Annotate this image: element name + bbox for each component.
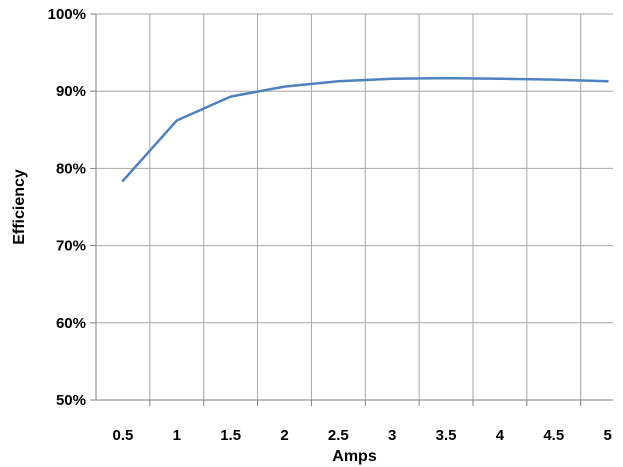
y-tick-label: 80% (56, 160, 86, 177)
x-tick-label: 3 (388, 427, 396, 444)
x-tick-label: 4.5 (543, 427, 564, 444)
axes (90, 13, 613, 406)
x-tick-label: 2.5 (328, 427, 349, 444)
x-tick-label: 1 (173, 427, 181, 444)
x-tick-label: 5 (603, 427, 611, 444)
tick-labels: 50% 60% 70% 80% 90% 100% 0.5 1 1.5 2 2.5 3 3.5 4 4.5 5 (48, 6, 612, 444)
x-tick-label: 0.5 (112, 427, 133, 444)
x-tick-label: 3.5 (436, 427, 457, 444)
x-tick-label: 1.5 (220, 427, 241, 444)
x-axis-title: Amps (332, 448, 377, 465)
gridlines (96, 13, 613, 400)
y-tick-label: 70% (56, 238, 86, 255)
y-axis-title: Efficiency (11, 169, 28, 245)
series-layer (121, 76, 609, 183)
y-tick-label: 90% (56, 83, 86, 100)
y-tick-label: 100% (48, 6, 86, 23)
efficiency-series-line (121, 76, 609, 183)
x-tick-label: 4 (496, 427, 505, 444)
y-tick-label: 60% (56, 315, 86, 332)
y-tick-label: 50% (56, 392, 86, 409)
x-tick-label: 2 (280, 427, 288, 444)
